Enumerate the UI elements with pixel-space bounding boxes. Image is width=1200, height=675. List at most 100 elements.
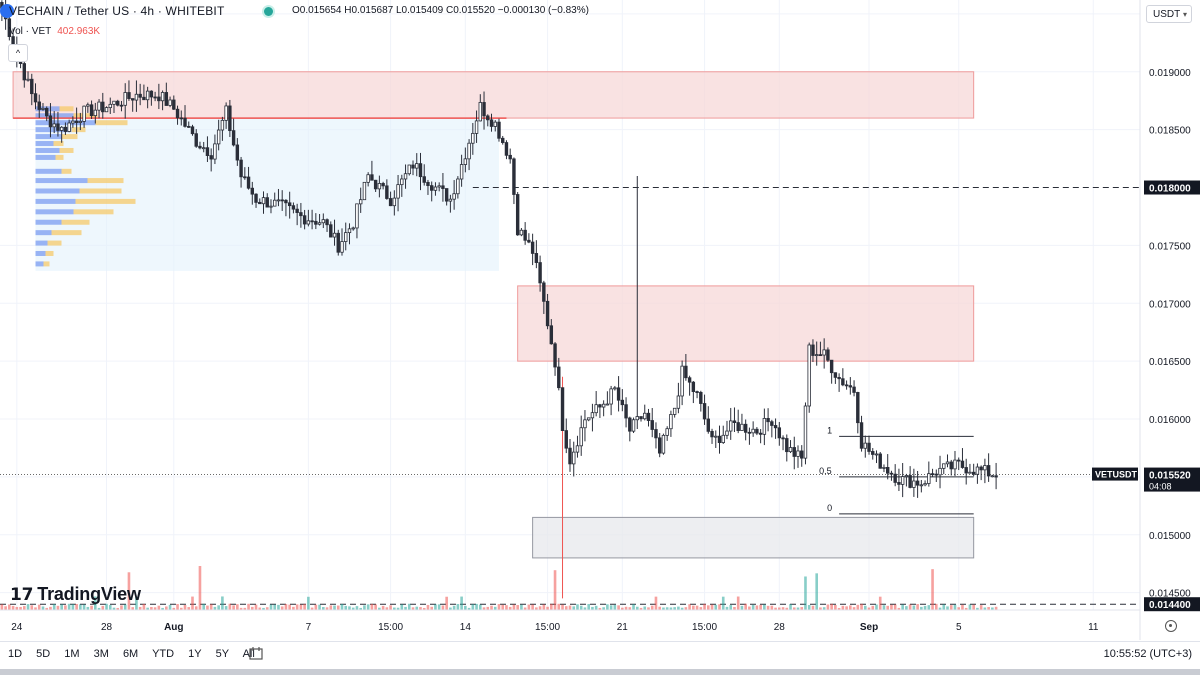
chevron-down-icon: ▾	[1182, 10, 1187, 19]
volume-bar	[863, 605, 867, 610]
candle-down	[542, 282, 546, 302]
candle-down	[833, 372, 838, 378]
volume-bar	[931, 569, 934, 610]
candle-down	[243, 176, 247, 179]
volume-bar	[146, 607, 149, 610]
candle-down	[310, 220, 314, 223]
volume-bar	[774, 607, 777, 610]
range-1d[interactable]: 1D	[8, 648, 23, 660]
volume-bar	[508, 606, 512, 610]
volume-bar	[744, 603, 747, 610]
candle-up	[392, 197, 397, 207]
candle-up	[968, 471, 972, 474]
candle-down	[512, 158, 516, 195]
brand-name: TradingView	[37, 584, 141, 604]
candle-up	[493, 121, 497, 127]
candle-up	[882, 467, 886, 469]
volume-bar	[546, 606, 549, 610]
candle-down	[538, 262, 542, 284]
fib-level-label: 1	[827, 425, 832, 435]
range-6m[interactable]: 6M	[122, 648, 139, 660]
candle-up	[912, 480, 916, 488]
candle-up	[669, 414, 673, 430]
volume-bar	[150, 607, 153, 610]
volume-bar	[224, 606, 228, 610]
candle-down	[527, 239, 531, 243]
vechain-logo-icon	[0, 4, 14, 18]
range-3m[interactable]: 3M	[93, 648, 109, 660]
candle-down	[837, 376, 841, 380]
volume-bar	[606, 604, 609, 610]
range-1y[interactable]: 1Y	[188, 648, 202, 660]
volume-bar	[994, 606, 998, 610]
volume-bar	[82, 604, 86, 610]
middle-resistance-zone	[517, 285, 975, 362]
range-all[interactable]: All	[242, 648, 255, 660]
candle-down	[198, 145, 202, 149]
range-5y[interactable]: 5Y	[215, 648, 230, 660]
volume-bar	[523, 607, 527, 610]
candle-down	[523, 229, 527, 241]
candle-down	[411, 164, 415, 169]
candle-up	[407, 164, 411, 175]
volume-bar	[243, 607, 247, 610]
candle-down	[628, 417, 632, 432]
candle-down	[736, 422, 740, 431]
volume-bar	[740, 605, 744, 610]
ohlc-readout: O0.015654 H0.015687 L0.015409 C0.015520 …	[292, 5, 589, 16]
candle-down	[429, 185, 434, 191]
candle-down	[624, 404, 628, 419]
candle-up	[396, 184, 400, 199]
candle-down	[138, 93, 142, 98]
clock-readout[interactable]: 10:55:52 (UTC+3)	[1103, 648, 1192, 660]
volume-bar	[527, 604, 531, 610]
volume-bar	[325, 607, 329, 610]
volume-bar	[351, 607, 355, 610]
volume-profile-bar-buy	[35, 147, 60, 153]
volume-bar	[587, 603, 590, 610]
symbol-title[interactable]: VECHAIN / Tether US · 4h · WHITEBIT	[9, 4, 225, 18]
volume-bar	[834, 605, 837, 610]
candle-down	[157, 96, 161, 102]
volume-bar	[763, 604, 766, 610]
collapse-legend-button[interactable]: ^	[8, 44, 28, 62]
candle-down	[811, 344, 815, 356]
candle-up	[377, 183, 382, 190]
volume-profile-bar-sell	[45, 250, 54, 256]
candle-up	[729, 420, 733, 432]
volume-bar	[819, 607, 822, 610]
volume-bar	[348, 606, 351, 610]
volume-bars-group	[0, 566, 998, 610]
range-ytd[interactable]: YTD	[152, 648, 175, 660]
volume-bar	[49, 606, 52, 610]
currency-selector[interactable]: USDT ▾	[1146, 5, 1192, 23]
volume-bar	[157, 605, 161, 610]
volume-bar	[269, 604, 273, 610]
market-status-icon[interactable]	[264, 7, 273, 16]
range-buttons: 1D 5D 1M 3M 6M YTD 1Y 5Y All	[8, 648, 266, 660]
volume-bar	[120, 605, 123, 610]
price-axis-tick: 0.017500	[1149, 241, 1191, 252]
gear-icon[interactable]	[1165, 620, 1177, 632]
volume-bar	[841, 605, 845, 610]
range-5d[interactable]: 5D	[36, 648, 51, 660]
volume-bar	[165, 606, 168, 610]
volume-bar	[370, 603, 374, 610]
volume-bar	[101, 605, 105, 610]
candle-up	[366, 174, 370, 183]
candle-down	[373, 179, 378, 190]
volume-bar	[135, 596, 138, 610]
calendar-icon[interactable]	[249, 646, 263, 660]
volume-bar	[897, 607, 901, 610]
candle-up	[216, 129, 221, 145]
time-axis-label: 14	[460, 622, 472, 633]
candle-down	[119, 104, 124, 107]
candle-down	[560, 387, 565, 431]
volume-bar	[908, 604, 912, 610]
range-1m[interactable]: 1M	[64, 648, 80, 660]
candle-down	[852, 386, 856, 393]
volume-bar	[415, 606, 419, 610]
candle-down	[564, 430, 568, 449]
volume-bar	[262, 607, 265, 610]
